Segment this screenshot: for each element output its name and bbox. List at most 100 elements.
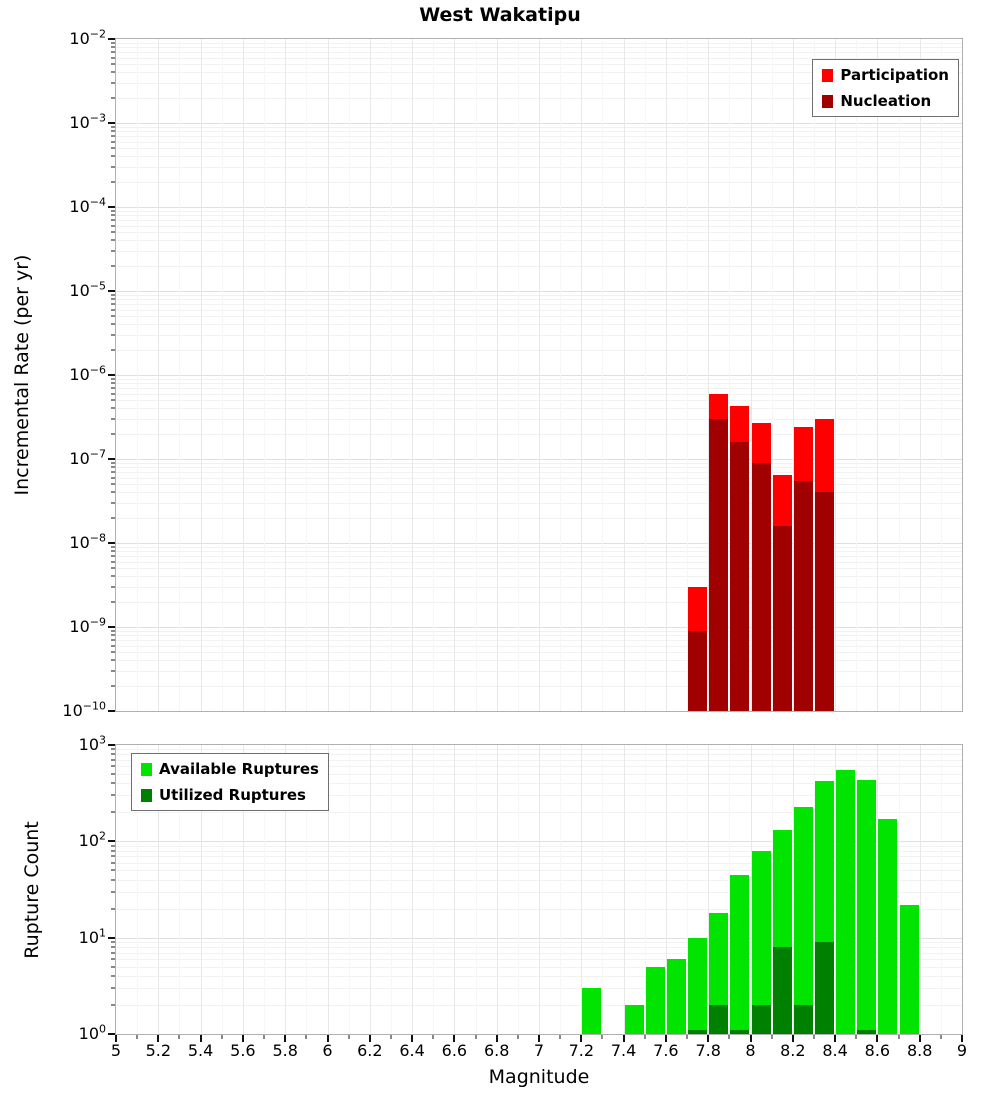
x-tick-label: 5 [110, 1041, 122, 1060]
gridline-v [517, 39, 519, 711]
x-tick-label: 8 [745, 1041, 756, 1060]
gridline-v [242, 745, 244, 1034]
y-minor-tick [111, 231, 115, 233]
y-minor-tick [111, 349, 115, 351]
gridline-v [581, 39, 583, 711]
nucleation-bar [688, 630, 708, 711]
y-tick [108, 840, 115, 843]
nucleation-bar [730, 441, 750, 711]
x-tick [728, 1035, 730, 1039]
y-tick-label: 10−10 [62, 699, 106, 720]
x-tick-label: 8.4 [822, 1041, 848, 1060]
y-minor-tick [111, 466, 115, 468]
y-minor-tick [111, 845, 115, 847]
x-tick [411, 1035, 414, 1042]
y-tick [108, 710, 115, 712]
x-tick [157, 1035, 160, 1042]
gridline-v [813, 39, 815, 711]
rupture-count-plot: 103 102 101 100 5 5.2 5.4 5.6 5.8 6 6.2 6.4 6.6 6.8 7 7… [79, 735, 967, 1059]
y-tick-label: 100 [78, 1022, 106, 1043]
y-minor-tick [111, 399, 115, 401]
y-minor-tick [111, 753, 115, 755]
gridline-v [877, 745, 879, 1034]
y-minor-tick [111, 765, 115, 767]
utilized-ruptures-bar [730, 1030, 750, 1034]
x-tick [475, 1035, 477, 1039]
y-tick [108, 936, 115, 939]
y-minor-tick [111, 323, 115, 325]
x-tick [876, 1035, 879, 1042]
x-tick [813, 1035, 815, 1039]
x-tick [918, 1035, 921, 1042]
x-tick [348, 1035, 350, 1039]
y-minor-tick [111, 794, 115, 796]
rupture-count-grid [116, 745, 962, 1034]
y-minor-tick [111, 250, 115, 252]
x-tick [707, 1035, 710, 1042]
incremental-rate-plot: 10−2 10−3 10−4 10−5 10−6 10−7 10−8 10−9 10−10 Par… [62, 29, 963, 719]
x-tick-label: 6.8 [483, 1041, 510, 1060]
rupture-count-legend: Available Ruptures Utilized Ruptures [131, 753, 329, 811]
y-tick [108, 458, 115, 460]
x-tick [644, 1035, 646, 1039]
gridline-v [179, 39, 181, 711]
y-minor-tick [111, 126, 115, 128]
y-tick [108, 206, 115, 208]
gridline-v [390, 745, 392, 1034]
y-minor-tick [111, 82, 115, 84]
y-minor-tick [111, 334, 115, 336]
y-tick-label: 10−2 [69, 27, 106, 48]
y-minor-tick [111, 298, 115, 300]
utilized-ruptures-bar [688, 1030, 708, 1034]
incremental-rate-chart: Incremental Rate (per yr) 10−2 10−3 10−4 10… [0, 29, 1000, 719]
participation-label: Participation [840, 66, 949, 84]
y-minor-tick [111, 811, 115, 813]
y-minor-tick [111, 952, 115, 954]
y-tick-label: 10−9 [69, 615, 106, 636]
gridline-v [327, 39, 329, 711]
y-minor-tick [111, 155, 115, 157]
y-minor-tick [111, 651, 115, 653]
y-minor-tick [111, 639, 115, 641]
y-minor-tick [111, 477, 115, 479]
utilized-ruptures-label: Utilized Ruptures [159, 786, 306, 804]
y-tick-label: 101 [78, 926, 106, 947]
y-minor-tick [111, 517, 115, 519]
gridline-v [285, 745, 287, 1034]
gridline-v [665, 39, 667, 711]
gridline-v [560, 745, 562, 1034]
y-minor-tick [111, 773, 115, 775]
gridline-v [771, 39, 773, 711]
gridline-v [708, 745, 710, 1034]
gridline-v [137, 745, 139, 1034]
gridline-v [200, 745, 202, 1034]
x-tick-label: 7.4 [610, 1041, 637, 1060]
rupture-count-bars [116, 745, 962, 1034]
y-minor-tick [111, 309, 115, 311]
x-tick-label: 8.8 [906, 1041, 933, 1060]
x-tick [961, 1035, 963, 1042]
gridline-v [792, 745, 794, 1034]
gridline-v [729, 745, 731, 1034]
x-tick-label: 5.6 [230, 1041, 256, 1060]
x-tick [305, 1035, 307, 1039]
y-minor-tick [111, 42, 115, 44]
gridline-v [369, 39, 371, 711]
x-tick [115, 1035, 117, 1042]
x-tick [495, 1035, 498, 1042]
gridline-v [919, 39, 921, 711]
x-tick [791, 1035, 794, 1042]
gridline-v [433, 39, 435, 711]
y-minor-tick [111, 550, 115, 552]
x-tick-label: 6.4 [399, 1041, 425, 1060]
rupture-count-ylabel: Rupture Count [21, 820, 43, 959]
gridline-v [792, 39, 794, 711]
available-ruptures-bar [730, 874, 750, 1034]
gridline-v [221, 745, 223, 1034]
y-minor-tick [111, 491, 115, 493]
gridline-v [771, 745, 773, 1034]
y-minor-tick [111, 759, 115, 761]
y-minor-tick [111, 147, 115, 149]
y-minor-tick [111, 433, 115, 435]
